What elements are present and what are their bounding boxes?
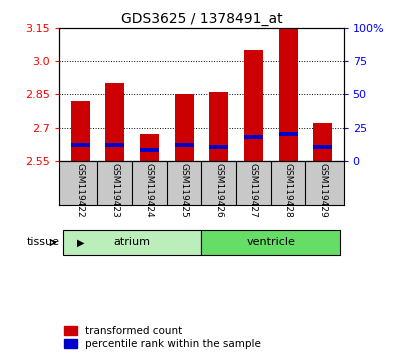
Bar xyxy=(71,101,90,161)
Bar xyxy=(278,132,298,136)
Bar xyxy=(71,143,90,147)
Bar xyxy=(175,143,194,147)
Text: GSM119425: GSM119425 xyxy=(180,163,188,218)
Bar xyxy=(209,92,228,161)
Text: GSM119424: GSM119424 xyxy=(145,163,154,217)
Text: GSM119423: GSM119423 xyxy=(110,163,119,218)
Text: atrium: atrium xyxy=(114,238,150,247)
Text: ventricle: ventricle xyxy=(246,238,295,247)
Bar xyxy=(313,145,332,149)
Bar xyxy=(140,134,159,161)
Bar xyxy=(313,123,332,161)
Bar xyxy=(175,95,194,161)
Text: tissue: tissue xyxy=(26,238,59,247)
Bar xyxy=(244,135,263,139)
Bar xyxy=(105,143,124,147)
Bar xyxy=(63,230,201,255)
Bar xyxy=(244,50,263,161)
Legend: transformed count, percentile rank within the sample: transformed count, percentile rank withi… xyxy=(64,326,261,349)
Bar xyxy=(140,148,159,152)
Bar xyxy=(278,28,298,161)
Bar xyxy=(201,230,340,255)
Title: GDS3625 / 1378491_at: GDS3625 / 1378491_at xyxy=(120,12,282,26)
Text: GSM119429: GSM119429 xyxy=(318,163,327,218)
Bar xyxy=(209,145,228,149)
Text: GSM119426: GSM119426 xyxy=(214,163,223,218)
Text: GSM119422: GSM119422 xyxy=(75,163,85,217)
Bar xyxy=(105,84,124,161)
Text: GSM119428: GSM119428 xyxy=(284,163,293,218)
Text: GSM119427: GSM119427 xyxy=(249,163,258,218)
Text: ▶: ▶ xyxy=(77,238,85,247)
